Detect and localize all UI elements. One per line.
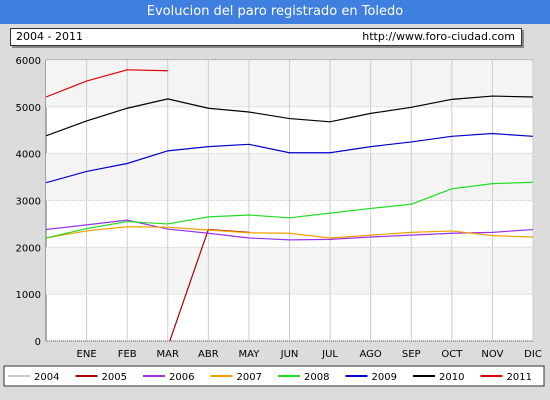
- series-line-2007: [46, 226, 533, 239]
- y-tick-label: 3000: [16, 197, 41, 208]
- legend-label-2004: 2004: [34, 372, 59, 383]
- legend-label-2006: 2006: [169, 372, 194, 383]
- x-tick-label: SEP: [402, 349, 421, 360]
- x-tick-label: JUN: [280, 349, 299, 360]
- legend-label-2010: 2010: [439, 372, 464, 383]
- x-tick-label: ENE: [77, 349, 97, 360]
- y-tick-label: 5000: [16, 103, 41, 114]
- legend-label-2005: 2005: [102, 372, 127, 383]
- period-label: 2004 - 2011: [16, 30, 83, 43]
- y-tick-label: 4000: [16, 150, 41, 161]
- y-tick-label: 6000: [16, 56, 41, 67]
- legend-label-2011: 2011: [507, 372, 532, 383]
- series-line-2010: [46, 95, 533, 137]
- legend-label-2007: 2007: [237, 372, 262, 383]
- x-tick-label: MAY: [239, 349, 261, 360]
- source-url: http://www.foro-ciudad.com: [362, 30, 515, 43]
- y-tick-label: 2000: [16, 243, 41, 254]
- x-tick-label: AGO: [360, 349, 382, 360]
- x-tick-label: MAR: [157, 349, 179, 360]
- series-line-2011: [46, 69, 168, 98]
- series-line-2008: [46, 181, 533, 239]
- info-bar: 2004 - 2011 http://www.foro-ciudad.com: [10, 28, 522, 46]
- x-tick-label: FEB: [118, 349, 137, 360]
- x-tick-label: OCT: [441, 349, 463, 360]
- legend-label-2009: 2009: [372, 372, 397, 383]
- legend-label-2008: 2008: [304, 372, 329, 383]
- series-line-2009: [46, 132, 533, 184]
- chart-title: Evolucion del paro registrado en Toledo: [0, 0, 550, 24]
- series-line-2006: [46, 219, 533, 241]
- x-tick-label: DIC: [524, 349, 542, 360]
- x-tick-label: ABR: [198, 349, 219, 360]
- legend: [3, 365, 545, 387]
- y-tick-label: 0: [35, 337, 41, 348]
- x-tick-label: JUL: [321, 349, 338, 360]
- y-tick-label: 1000: [16, 290, 41, 301]
- x-tick-label: NOV: [481, 349, 503, 360]
